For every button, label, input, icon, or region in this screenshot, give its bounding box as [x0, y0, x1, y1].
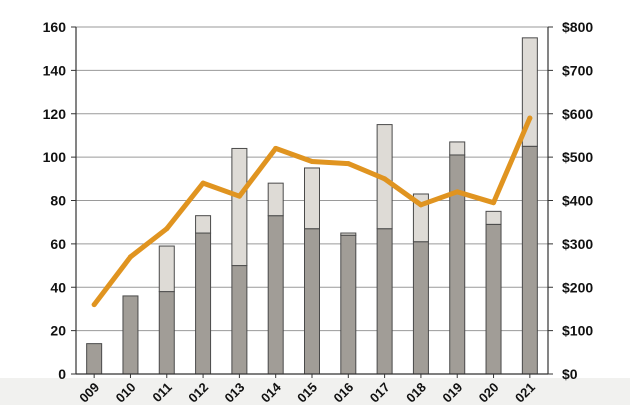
line-point — [127, 254, 133, 260]
y-right-tick-label: $0 — [562, 366, 578, 382]
y-left-tick-label: 140 — [43, 62, 67, 78]
bar-base — [376, 228, 393, 375]
bar-base — [340, 234, 357, 375]
bar-top — [195, 215, 212, 234]
y-left-tick-label: 120 — [43, 106, 67, 122]
bar-base — [86, 343, 103, 375]
line-point — [164, 226, 170, 232]
axes — [71, 26, 553, 378]
bar-base — [412, 241, 429, 375]
bar-base — [485, 223, 502, 375]
y-right-tick-label: $600 — [562, 106, 593, 122]
bar-top — [485, 210, 502, 225]
line-point — [345, 161, 351, 167]
y-left-tick-label: 100 — [43, 149, 67, 165]
y-left-tick-label: 80 — [50, 193, 66, 209]
bar-top — [231, 147, 248, 267]
bars — [86, 37, 538, 375]
y-right-tick-label: $700 — [562, 62, 593, 78]
line-point — [309, 158, 315, 164]
line-point — [91, 302, 97, 308]
line-point — [236, 193, 242, 199]
line-point — [454, 189, 460, 195]
line-point — [491, 200, 497, 206]
y-right-tick-label: $100 — [562, 323, 593, 339]
line-point — [200, 180, 206, 186]
bar-top — [267, 182, 284, 217]
bar-top — [158, 245, 175, 293]
y-left-tick-label: 0 — [58, 366, 66, 382]
bar-base — [521, 145, 538, 375]
bar-base — [267, 215, 284, 375]
bar-base — [304, 228, 320, 375]
bar-base — [231, 265, 248, 375]
price-line — [91, 115, 533, 308]
line-point — [382, 176, 388, 182]
y-left-tick-label: 60 — [50, 236, 66, 252]
y-right-tick-label: $400 — [562, 193, 593, 209]
bar-base — [122, 295, 139, 375]
bar-top — [304, 167, 320, 230]
y-right-tick-label: $300 — [562, 236, 593, 252]
bar-top — [340, 232, 357, 236]
y-right-tick-label: $800 — [562, 19, 593, 35]
line-point — [527, 115, 533, 121]
bar-base — [449, 154, 466, 375]
y-left-tick-label: 20 — [50, 323, 66, 339]
line-point — [273, 145, 279, 151]
bar-top — [449, 141, 466, 156]
footer-band — [0, 378, 630, 405]
y-left-tick-label: 160 — [43, 19, 67, 35]
y-right-tick-label: $500 — [562, 149, 593, 165]
y-right-tick-label: $200 — [562, 279, 593, 295]
bar-base — [195, 232, 212, 375]
bar-top — [521, 37, 538, 147]
bar-base — [158, 291, 175, 375]
line-point — [418, 202, 424, 208]
y-left-tick-label: 40 — [50, 279, 66, 295]
